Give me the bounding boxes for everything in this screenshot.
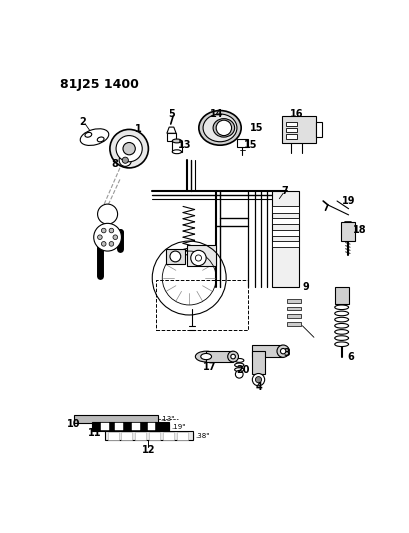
Circle shape bbox=[236, 370, 243, 378]
Bar bbox=[272, 206, 299, 213]
Text: 12: 12 bbox=[142, 445, 155, 455]
Text: 19: 19 bbox=[342, 196, 355, 206]
Text: 14: 14 bbox=[210, 109, 224, 119]
Bar bbox=[101, 423, 109, 431]
Text: .13": .13" bbox=[161, 416, 175, 422]
Bar bbox=[92, 422, 169, 431]
Circle shape bbox=[119, 154, 131, 166]
Circle shape bbox=[191, 251, 206, 265]
Bar bbox=[282, 116, 316, 143]
Bar bbox=[108, 432, 119, 440]
Bar bbox=[74, 415, 158, 423]
Text: 11: 11 bbox=[88, 428, 101, 438]
Ellipse shape bbox=[172, 150, 182, 154]
Circle shape bbox=[116, 135, 142, 161]
Ellipse shape bbox=[213, 119, 235, 137]
Text: 16: 16 bbox=[290, 109, 304, 119]
Bar bbox=[287, 322, 301, 326]
Bar bbox=[206, 351, 233, 362]
Bar bbox=[148, 423, 155, 431]
Text: 15: 15 bbox=[244, 140, 258, 150]
Ellipse shape bbox=[172, 139, 182, 143]
Bar bbox=[115, 423, 123, 431]
Polygon shape bbox=[167, 127, 176, 133]
Text: .38": .38" bbox=[196, 433, 210, 439]
Circle shape bbox=[256, 377, 262, 383]
Text: 9: 9 bbox=[303, 282, 310, 292]
Ellipse shape bbox=[80, 129, 109, 146]
Bar bbox=[105, 431, 193, 440]
Circle shape bbox=[98, 235, 102, 239]
Bar bbox=[121, 432, 132, 440]
Ellipse shape bbox=[228, 351, 238, 362]
Ellipse shape bbox=[201, 353, 211, 360]
Bar bbox=[252, 345, 283, 357]
Circle shape bbox=[101, 241, 106, 246]
Text: 20: 20 bbox=[236, 365, 250, 375]
Text: 8: 8 bbox=[111, 159, 118, 169]
Bar bbox=[272, 230, 299, 236]
Circle shape bbox=[122, 157, 128, 163]
Bar bbox=[286, 134, 297, 139]
Bar bbox=[156, 280, 249, 329]
Circle shape bbox=[216, 120, 231, 135]
Circle shape bbox=[109, 241, 114, 246]
Circle shape bbox=[98, 204, 118, 224]
Bar bbox=[272, 218, 299, 224]
Circle shape bbox=[170, 251, 181, 262]
Bar bbox=[286, 122, 297, 126]
Circle shape bbox=[123, 142, 135, 155]
Bar bbox=[341, 222, 355, 241]
Bar bbox=[167, 133, 176, 141]
Circle shape bbox=[110, 130, 148, 168]
Text: 10: 10 bbox=[67, 419, 81, 429]
Text: 4: 4 bbox=[255, 382, 262, 392]
Text: 6: 6 bbox=[348, 352, 354, 361]
Bar bbox=[166, 249, 184, 264]
Bar bbox=[252, 351, 265, 374]
Text: 15: 15 bbox=[249, 123, 263, 133]
Text: .19": .19" bbox=[171, 424, 186, 430]
Bar bbox=[135, 432, 146, 440]
Bar bbox=[132, 423, 140, 431]
Bar bbox=[287, 314, 301, 318]
Circle shape bbox=[101, 228, 106, 233]
Text: 18: 18 bbox=[353, 224, 367, 235]
Circle shape bbox=[109, 228, 114, 233]
Text: 5: 5 bbox=[168, 109, 175, 119]
Text: 13: 13 bbox=[178, 140, 191, 150]
Ellipse shape bbox=[196, 351, 217, 362]
Bar bbox=[316, 122, 322, 137]
Bar bbox=[272, 191, 299, 287]
Ellipse shape bbox=[277, 345, 289, 357]
Bar bbox=[177, 432, 188, 440]
Bar bbox=[335, 287, 348, 304]
Bar bbox=[287, 306, 301, 310]
Text: 2: 2 bbox=[80, 117, 86, 127]
Circle shape bbox=[252, 374, 265, 386]
Ellipse shape bbox=[199, 110, 241, 145]
Bar bbox=[149, 432, 160, 440]
Bar bbox=[286, 128, 297, 133]
Circle shape bbox=[94, 223, 121, 251]
Bar bbox=[187, 245, 216, 266]
Text: 3: 3 bbox=[283, 348, 290, 358]
Bar bbox=[272, 241, 299, 247]
Bar bbox=[163, 432, 174, 440]
Text: 81J25 1400: 81J25 1400 bbox=[60, 78, 139, 91]
Ellipse shape bbox=[203, 114, 237, 142]
Text: 1: 1 bbox=[135, 124, 142, 134]
Circle shape bbox=[113, 235, 118, 239]
Text: 7: 7 bbox=[281, 186, 288, 196]
Ellipse shape bbox=[281, 349, 286, 354]
Bar bbox=[287, 299, 301, 303]
Bar bbox=[237, 140, 248, 147]
Bar bbox=[172, 141, 182, 152]
Ellipse shape bbox=[231, 354, 236, 359]
Text: 17: 17 bbox=[203, 361, 217, 372]
